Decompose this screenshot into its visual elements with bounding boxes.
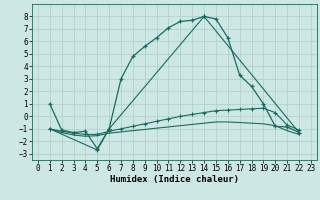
- X-axis label: Humidex (Indice chaleur): Humidex (Indice chaleur): [110, 175, 239, 184]
